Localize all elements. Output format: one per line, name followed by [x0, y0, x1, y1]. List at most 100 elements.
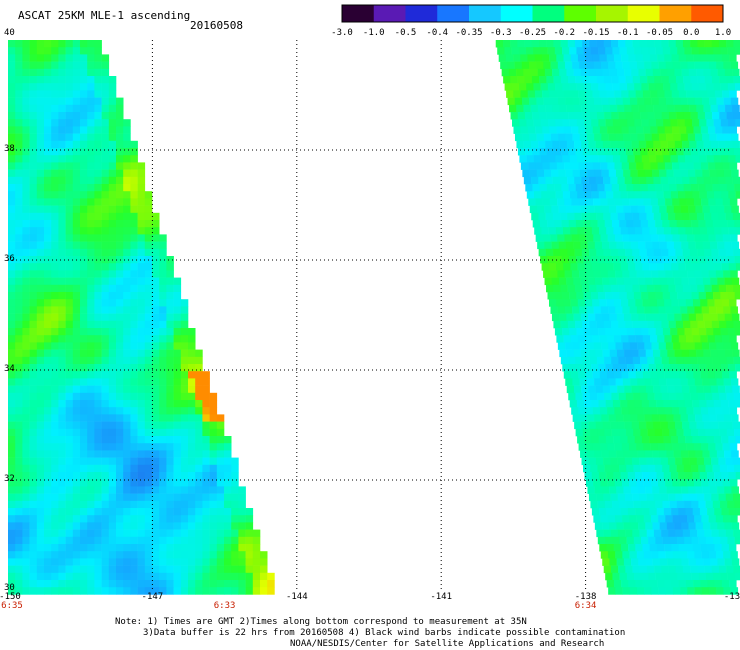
data-cell [144, 400, 153, 408]
data-cell [660, 457, 669, 466]
data-cell [15, 119, 23, 127]
data-cell [101, 54, 110, 62]
data-cell [542, 162, 550, 170]
data-cell [730, 61, 739, 70]
data-cell [669, 428, 677, 437]
data-cell [705, 256, 714, 264]
data-cell [684, 364, 693, 372]
data-cell [159, 479, 167, 487]
data-cell [725, 493, 734, 502]
data-cell [667, 104, 675, 113]
data-cell [592, 126, 601, 134]
colorbar-frame [341, 4, 724, 23]
data-cell [8, 472, 16, 480]
data-cell [123, 529, 131, 538]
data-cell [195, 493, 203, 502]
data-cell [101, 551, 110, 559]
data-cell [720, 364, 729, 372]
data-cell [173, 436, 182, 444]
data-cell [44, 184, 52, 192]
data-cell [605, 364, 614, 372]
data-cell [123, 486, 131, 494]
data-cell [596, 529, 604, 538]
data-cell [15, 378, 23, 386]
data-cell [173, 414, 182, 422]
data-cell [209, 407, 218, 415]
data-cell [80, 155, 88, 163]
data-cell [678, 263, 686, 271]
data-cell [681, 522, 689, 530]
data-cell [80, 220, 88, 228]
data-cell [664, 371, 673, 379]
data-cell [58, 565, 66, 574]
data-cell [711, 320, 720, 329]
data-cell [706, 119, 714, 127]
data-cell [87, 256, 95, 264]
data-cell [700, 90, 708, 98]
data-cell [116, 256, 124, 264]
data-cell [58, 544, 66, 552]
data-cell [724, 450, 732, 458]
data-cell [545, 248, 554, 257]
data-cell [665, 515, 673, 523]
data-cell [705, 220, 714, 228]
data-cell [690, 428, 699, 437]
data-cell [688, 522, 696, 530]
data-cell [652, 349, 661, 358]
data-cell [87, 126, 95, 134]
data-cell [8, 306, 16, 314]
data-cell [36, 508, 45, 516]
data-cell [36, 450, 45, 458]
data-cell [152, 313, 160, 322]
data-cell [166, 544, 174, 552]
data-cell [36, 558, 45, 566]
data-cell [36, 184, 45, 192]
data-cell [670, 472, 679, 480]
data-cell [534, 227, 542, 235]
data-cell [108, 385, 117, 394]
data-cell [698, 500, 706, 509]
data-cell [231, 587, 239, 595]
data-cell [72, 392, 81, 401]
data-cell [108, 335, 117, 343]
data-cell [51, 529, 59, 538]
data-cell [532, 220, 541, 228]
data-cell [44, 378, 52, 386]
data-cell [123, 277, 131, 286]
data-cell [159, 378, 167, 386]
data-cell [577, 54, 586, 62]
data-cell [173, 292, 182, 300]
data-cell [683, 76, 691, 84]
data-cell [87, 371, 95, 379]
data-cell [130, 385, 138, 394]
data-cell [692, 400, 700, 408]
data-cell [651, 342, 659, 350]
data-cell [510, 76, 518, 84]
data-cell [152, 400, 160, 408]
data-cell [87, 83, 95, 91]
data-cell [720, 328, 729, 336]
data-cell [685, 263, 694, 271]
data-cell [108, 443, 117, 451]
data-cell [87, 565, 95, 574]
data-cell [607, 198, 615, 206]
data-cell [619, 328, 628, 336]
data-cell [674, 421, 683, 430]
data-cell [188, 371, 196, 379]
data-cell [621, 371, 629, 379]
data-cell [137, 349, 146, 358]
data-cell [8, 364, 16, 372]
data-cell [87, 40, 95, 48]
data-cell [551, 169, 559, 178]
data-cell [252, 551, 261, 559]
data-cell [619, 256, 627, 264]
data-cell [188, 436, 196, 444]
data-cell [238, 587, 246, 595]
data-cell [638, 349, 647, 358]
data-cell [602, 558, 610, 566]
data-cell [123, 385, 131, 394]
data-cell [94, 536, 102, 545]
data-cell [87, 551, 95, 559]
data-cell [689, 529, 698, 538]
data-cell [587, 169, 595, 178]
